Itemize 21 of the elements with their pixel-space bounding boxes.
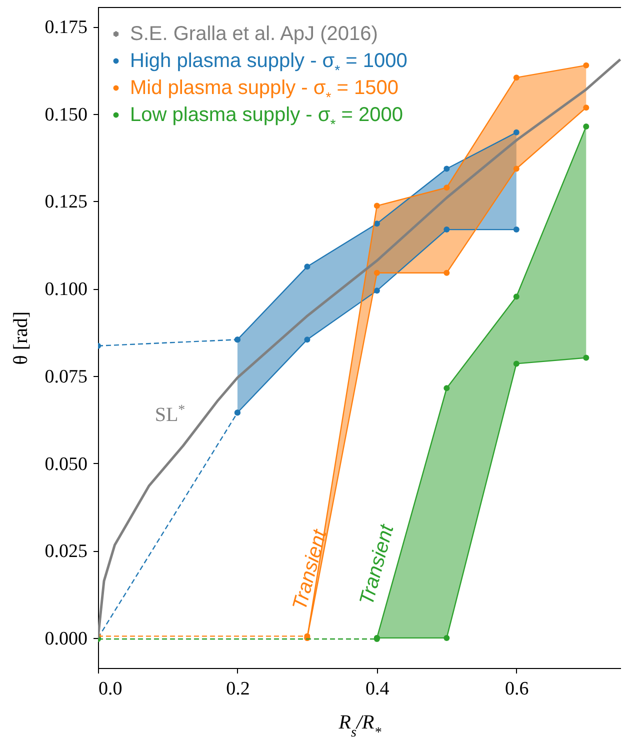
annotation: Transient [288,526,332,612]
legend-label: Mid plasma supply - σ$_{*}$ = 1500 [130,77,398,105]
y-tick-label: 0.175 [44,17,88,38]
annotation: Transient [356,521,399,608]
y-tick-label: 0.100 [44,279,88,300]
annotation: SL$^{*}$ [154,402,186,426]
x-tick-label: 0.6 [505,678,529,700]
x-tick-label: 0.4 [366,678,390,700]
y-tick-label: 0.025 [44,541,88,562]
x-axis-title: R$_{s}$/R$_{*}$ [338,712,382,740]
legend-label: High plasma supply - σ$_{*}$ = 1000 [130,50,408,78]
y-tick-label: 0.000 [44,628,88,650]
y-tick-label: 0.150 [44,104,88,126]
y-tick-label: 0.050 [44,454,88,475]
legend-label: Low plasma supply - σ$_{*}$ = 2000 [130,104,403,132]
x-tick-label: 0.0 [98,678,122,700]
legend-label: S.E. Gralla et al. ApJ (2016) [130,23,378,45]
y-tick-label: 0.125 [44,192,88,213]
y-tick-label: 0.075 [44,366,88,388]
y-axis-title: θ [rad] [10,311,32,365]
x-tick-label: 0.2 [226,678,250,700]
